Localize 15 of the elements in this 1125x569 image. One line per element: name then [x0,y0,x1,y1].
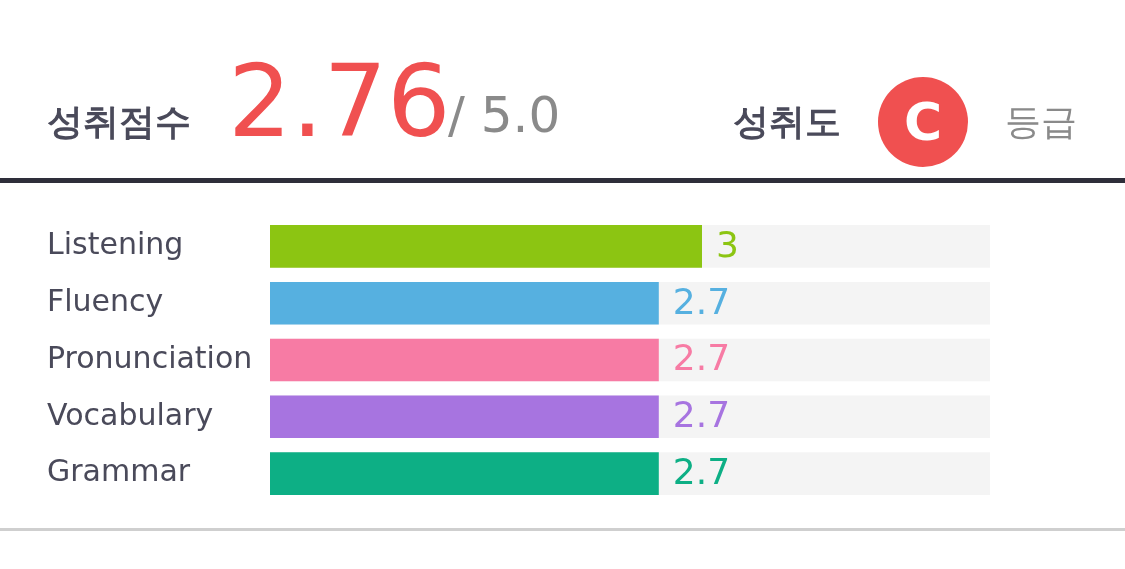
grade-badge: C [878,77,968,167]
data-label: 2.7 [672,450,731,492]
text: 등급 [1005,101,1077,142]
data-label: 3 [716,223,739,265]
data-label: 2.7 [672,394,731,436]
chart-title: 성취점수 [47,101,191,142]
data-label: 2.7 [672,280,731,322]
y-tick-label: Grammar [47,453,191,489]
y-tick-label: Listening [47,226,184,262]
data-label: 2.7 [672,337,731,379]
y-tick-label: Vocabulary [47,396,214,432]
y-tick-label: Pronunciation [47,339,253,375]
text: 성취도 [733,101,841,142]
text: / 5.0 [448,86,561,144]
y-tick-label: Fluency [47,283,164,318]
